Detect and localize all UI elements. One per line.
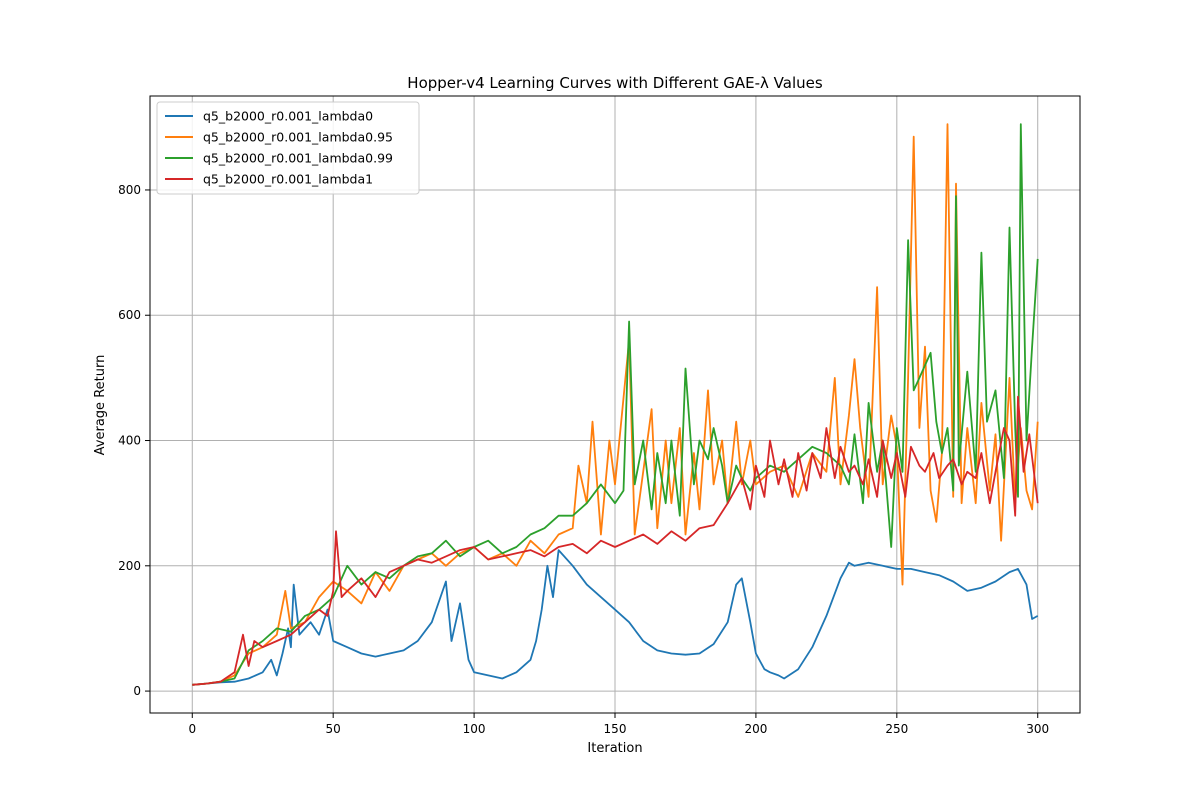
x-tick-label: 200	[744, 722, 767, 736]
y-axis-label: Average Return	[93, 355, 108, 456]
legend-label: q5_b2000_r0.001_lambda0	[203, 109, 373, 124]
series-line-3	[192, 123, 1039, 686]
x-tick-label: 50	[326, 722, 341, 736]
series-line-1	[192, 549, 1039, 686]
y-tick-label: 800	[118, 183, 141, 197]
legend: q5_b2000_r0.001_lambda0 q5_b2000_r0.001_l…	[156, 101, 420, 195]
x-tick-label: 0	[188, 722, 196, 736]
y-tick-label: 400	[118, 434, 141, 448]
x-tick-label: 100	[463, 722, 486, 736]
x-tick-label: 150	[604, 722, 627, 736]
chart-title: Hopper-v4 Learning Curves with Different…	[407, 74, 823, 92]
y-tick-label: 600	[118, 308, 141, 322]
y-tick-label: 200	[118, 559, 141, 573]
legend-label: q5_b2000_r0.001_lambda1	[203, 172, 373, 187]
legend-label: q5_b2000_r0.001_lambda0.95	[203, 130, 393, 145]
series-line-4	[192, 395, 1039, 686]
x-tick-label: 250	[885, 722, 908, 736]
axis-ticks: 0 50 100 150 200 250 300 0 200 400 600 800	[118, 183, 1049, 736]
x-axis-label: Iteration	[587, 741, 642, 756]
legend-box	[156, 101, 420, 195]
legend-label: q5_b2000_r0.001_lambda0.99	[203, 151, 393, 166]
series-lines	[192, 123, 1039, 686]
x-tick-label: 300	[1026, 722, 1049, 736]
y-tick-label: 0	[133, 684, 141, 698]
